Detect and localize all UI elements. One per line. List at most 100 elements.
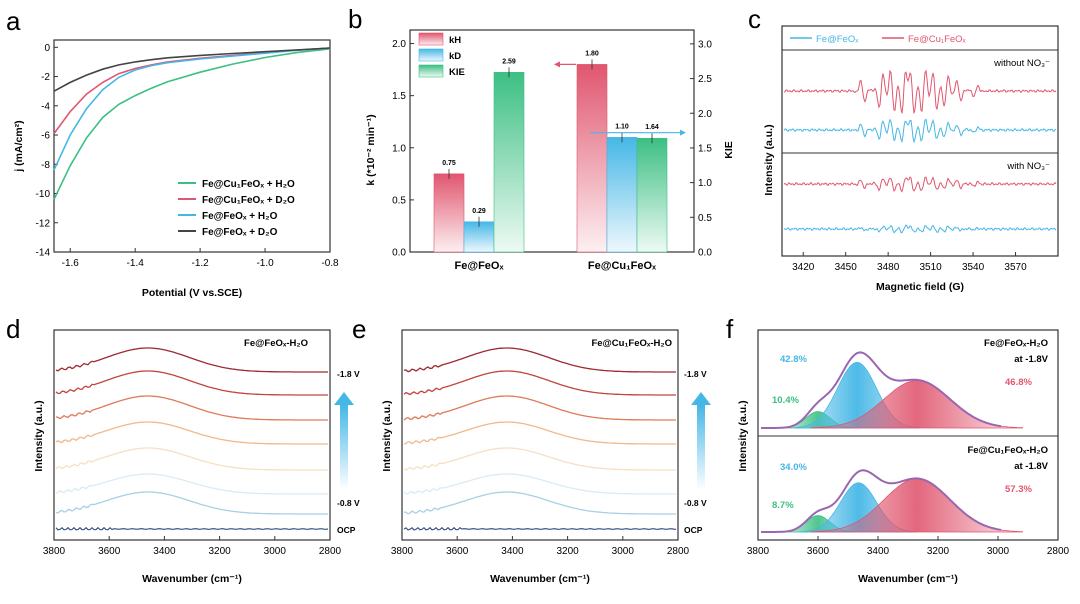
panel-e-spectrum-3	[403, 421, 676, 445]
panel-d-xtick-label: 3400	[153, 546, 176, 557]
panel-e-frame	[401, 329, 679, 541]
panel-d-ylabel: Intensity (a.u.)	[33, 400, 45, 471]
panel-d-ocp-spectrum	[55, 526, 329, 531]
panel-a-ylabel: j (mA/cm²)	[13, 120, 25, 172]
panel-c-xtick-label: 3510	[919, 262, 942, 273]
panel-b-ytick-right-label: 1.0	[698, 178, 712, 189]
panel-b-bar-k_h	[433, 173, 465, 253]
panel-a-lsv-chart: Potential (V vs.SCE) j (mA/cm²) -1.6 -1.4…	[13, 39, 339, 299]
panel-e-xtick-label: 3200	[556, 546, 579, 557]
panel-e-xlabel: Wavenumber (cm⁻¹)	[490, 573, 590, 585]
panel-b-bar-k_d	[463, 221, 495, 253]
panel-d-spectrum-6	[55, 491, 328, 515]
panel-d-spectrum-5	[55, 473, 328, 495]
panel-b-legend-swatch	[418, 48, 444, 62]
panel-b-axis-arrowhead-left	[554, 61, 560, 68]
panel-f-envelope-0	[761, 351, 1002, 429]
panel-f-bottom-condition: at -1.8V	[1014, 461, 1048, 472]
panel-a-xtick-label: -1.6	[62, 258, 80, 269]
panel-a-series-line-1	[53, 47, 331, 135]
panel-b-value-label: 1.10	[615, 123, 629, 130]
panel-d-spectrum-0	[55, 347, 328, 373]
panel-a-series-line-3	[53, 47, 331, 92]
panel-d-spectrum-3	[55, 421, 328, 445]
panel-c-xtick-label: 3480	[877, 262, 900, 273]
panel-f-component-label: 57.3%	[1005, 484, 1032, 495]
panel-e-voltage-arrowhead	[691, 392, 711, 405]
panel-d-xtick-label: 3600	[98, 546, 121, 557]
panel-b-ytick-label: 1.0	[392, 143, 406, 154]
panel-f-component-label: 34.0%	[780, 462, 807, 473]
panel-label-e: e	[352, 314, 366, 344]
panel-a-ytick-label: -8	[41, 160, 50, 171]
panel-e-xtick-label: 2800	[667, 546, 690, 557]
panel-b-value-label: 0.75	[442, 160, 456, 167]
panel-b-ytick-label: 0.5	[392, 195, 406, 206]
panel-c-trace-3	[783, 224, 1057, 234]
panel-d-xtick-label: 3800	[43, 546, 66, 557]
panel-b-legend-label: kH	[449, 35, 461, 46]
panel-b-category-label: Fe@Cu₁FeOₓ	[588, 260, 657, 272]
panel-d-spectrum-1	[55, 370, 328, 396]
panel-e-spectrum-0	[403, 347, 676, 373]
panel-b-bar-k_d	[606, 137, 638, 253]
panel-a-legend-label: Fe@Cu₁FeOₓ + H₂O	[202, 179, 295, 190]
panel-f-xlabel: Wavenumber (cm⁻¹)	[858, 573, 958, 585]
panel-a-xtick-label: -1.0	[256, 258, 274, 269]
panel-e-spectrum-2	[403, 395, 676, 421]
panel-f-top-condition: at -1.8V	[1014, 354, 1048, 365]
panel-b-legend-label: KIE	[449, 67, 465, 78]
panel-e-spectrum-5	[403, 473, 676, 495]
panel-a-ytick-label: -2	[41, 72, 50, 83]
panel-a-ytick-label: -4	[41, 101, 50, 112]
panel-f-component-label: 8.7%	[772, 500, 794, 511]
panel-c-xtick-label: 3540	[962, 262, 985, 273]
panel-a-ytick-label: -6	[41, 131, 50, 142]
panel-c-epr-chart: Magnetic field (G) Intensity (a.u.) with…	[763, 25, 1059, 293]
panel-e-spectrum-6	[403, 491, 676, 515]
panel-b-ytick-label: 1.5	[392, 91, 406, 102]
panel-d-voltage-arrow	[340, 405, 348, 490]
panel-d-spectrum-4	[55, 447, 328, 471]
panel-e-voltage-arrow	[697, 405, 705, 490]
panel-f-bottom-title: Fe@Cu₁FeOₓ-H₂O	[967, 445, 1048, 456]
panel-b-ytick-right-label: 2.5	[698, 74, 712, 85]
panel-e-xtick-label: 3000	[612, 546, 635, 557]
panel-f-component-label: 42.8%	[780, 354, 807, 365]
panel-b-ytick-right-label: 2.0	[698, 109, 712, 120]
panel-b-legend-label: kD	[449, 51, 461, 62]
panel-f-ylabel: Intensity (a.u.)	[737, 400, 749, 471]
panel-b-legend-swatch	[418, 32, 444, 46]
panel-e-spectrum-4	[403, 447, 676, 471]
panel-c-trace-0	[783, 69, 1057, 114]
panel-b-value-label: 2.59	[502, 58, 516, 65]
panel-b-ytick-label: 0.0	[392, 248, 406, 259]
panel-e-annotation-top: -1.8 V	[684, 369, 707, 379]
panel-d-xtick-label: 3200	[208, 546, 231, 557]
panel-d-xlabel: Wavenumber (cm⁻¹)	[142, 573, 242, 585]
panel-c-xtick-label: 3420	[792, 262, 815, 273]
panel-a-xtick-label: -1.2	[192, 258, 210, 269]
panel-b-value-label: 0.29	[472, 208, 486, 215]
panel-label-d: d	[6, 314, 20, 344]
panel-d-annotation-bottom: -0.8 V	[337, 498, 360, 508]
panel-b-axis-arrowhead-right	[680, 129, 686, 136]
panel-d-frame	[53, 329, 331, 541]
panel-c-xlabel: Magnetic field (G)	[876, 281, 964, 293]
panel-b-ytick-right-label: 0.5	[698, 213, 712, 224]
panel-c-frame	[781, 25, 1059, 257]
panel-a-legend-label: Fe@FeOₓ + D₂O	[202, 227, 278, 238]
panel-d-title: Fe@FeOₓ-H₂O	[244, 338, 308, 349]
panel-c-ylabel: Intensity (a.u.)	[763, 124, 775, 195]
panel-f-component-label: 10.4%	[772, 395, 799, 406]
panel-a-xlabel: Potential (V vs.SCE)	[142, 287, 242, 299]
panel-f-xtick-label: 3800	[747, 546, 770, 557]
panel-e-title: Fe@Cu₁FeOₓ-H₂O	[591, 338, 672, 349]
panel-d-voltage-arrowhead	[334, 392, 354, 405]
panel-f-frame	[757, 329, 1059, 541]
panel-label-b: b	[348, 4, 362, 34]
panel-f-xtick-label: 3200	[927, 546, 950, 557]
panel-c-legend-label: Fe@FeOₓ	[816, 34, 859, 45]
panel-b-category-label: Fe@FeOₓ	[455, 260, 505, 272]
